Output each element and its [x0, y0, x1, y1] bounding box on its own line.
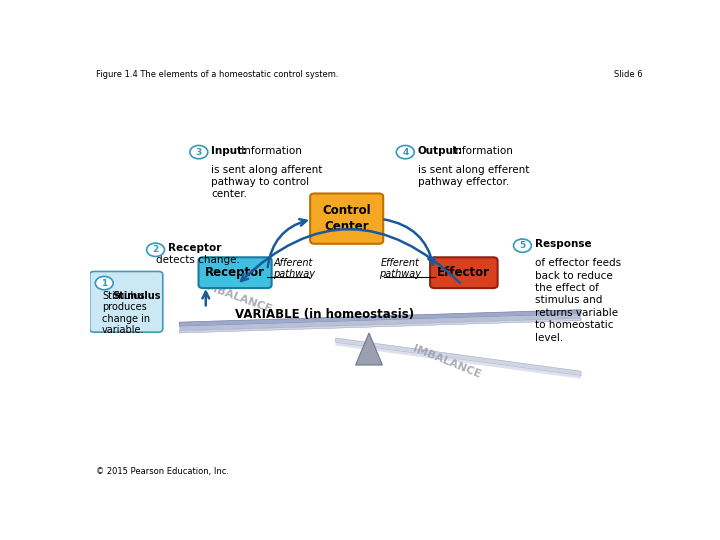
Text: Afferent
pathway: Afferent pathway [273, 258, 315, 279]
Polygon shape [336, 338, 581, 376]
Text: Output:: Output: [418, 146, 463, 156]
Text: Input:: Input: [211, 146, 246, 156]
Polygon shape [179, 310, 581, 327]
Text: Efferent
pathway: Efferent pathway [379, 258, 420, 279]
FancyBboxPatch shape [199, 258, 271, 288]
Circle shape [190, 145, 208, 159]
Text: Effector: Effector [437, 266, 490, 279]
Text: Figure 1.4 The elements of a homeostatic control system.: Figure 1.4 The elements of a homeostatic… [96, 70, 338, 79]
Text: of effector feeds
back to reduce
the effect of
stimulus and
returns variable
to : of effector feeds back to reduce the eff… [535, 258, 621, 342]
FancyBboxPatch shape [90, 272, 163, 332]
Polygon shape [336, 342, 581, 379]
Text: © 2015 Pearson Education, Inc.: © 2015 Pearson Education, Inc. [96, 467, 228, 476]
Circle shape [513, 239, 531, 252]
Circle shape [147, 243, 164, 256]
Text: IMBALANCE: IMBALANCE [202, 280, 274, 315]
Polygon shape [356, 333, 382, 365]
Circle shape [95, 276, 113, 290]
Text: Information: Information [238, 146, 302, 156]
Text: detects change.: detects change. [156, 255, 240, 265]
Text: is sent along efferent
pathway effector.: is sent along efferent pathway effector. [418, 165, 529, 187]
Text: 1: 1 [101, 279, 107, 288]
Text: Information: Information [449, 146, 513, 156]
Text: Receptor: Receptor [168, 243, 221, 253]
Polygon shape [179, 319, 581, 333]
FancyBboxPatch shape [310, 193, 383, 244]
Text: is sent along afferent
pathway to control
center.: is sent along afferent pathway to contro… [211, 165, 323, 199]
Text: Control
Center: Control Center [323, 204, 371, 233]
Text: 2: 2 [153, 245, 158, 254]
Text: Stimulus
produces
change in
variable.: Stimulus produces change in variable. [102, 291, 150, 335]
Text: 5: 5 [519, 241, 526, 250]
Text: Stimulus: Stimulus [112, 291, 161, 301]
Text: IMBALANCE: IMBALANCE [411, 344, 482, 380]
Text: 4: 4 [402, 147, 408, 157]
Text: Response: Response [535, 239, 591, 249]
Text: Slide 6: Slide 6 [613, 70, 642, 79]
Polygon shape [179, 314, 581, 331]
Text: Receptor: Receptor [205, 266, 265, 279]
Text: VARIABLE (in homeostasis): VARIABLE (in homeostasis) [235, 308, 414, 321]
Text: 3: 3 [196, 147, 202, 157]
Circle shape [396, 145, 414, 159]
FancyBboxPatch shape [430, 258, 498, 288]
